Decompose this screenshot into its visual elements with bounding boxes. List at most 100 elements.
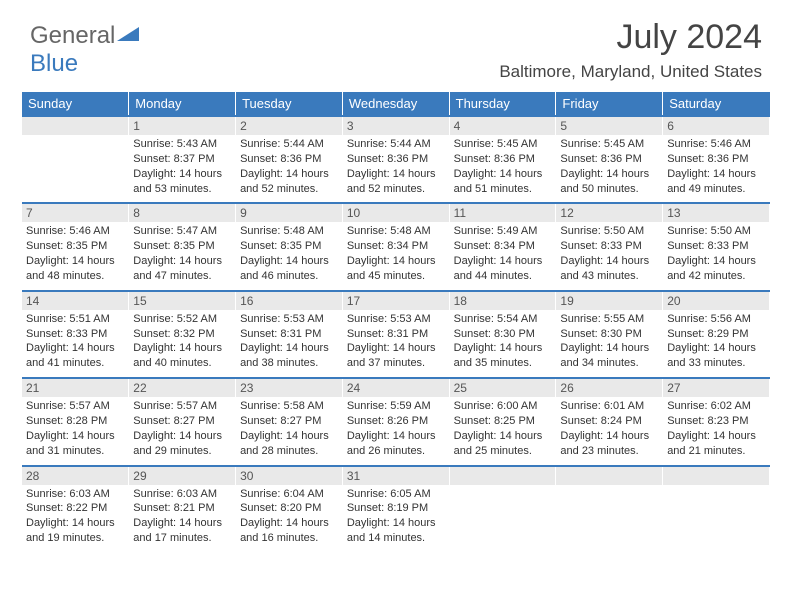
sunset-text: Sunset: 8:35 PM <box>240 239 338 254</box>
daylight-text: Daylight: 14 hours and 25 minutes. <box>454 429 552 459</box>
calendar-day-cell: 17Sunrise: 5:53 AMSunset: 8:31 PMDayligh… <box>342 291 449 378</box>
sunset-text: Sunset: 8:20 PM <box>240 501 338 516</box>
sunrise-text: Sunrise: 6:05 AM <box>347 487 445 502</box>
calendar-day-cell: 27Sunrise: 6:02 AMSunset: 8:23 PMDayligh… <box>663 378 770 465</box>
calendar-week-row: 14Sunrise: 5:51 AMSunset: 8:33 PMDayligh… <box>22 291 770 378</box>
calendar-day-cell <box>449 466 556 552</box>
daylight-text: Daylight: 14 hours and 41 minutes. <box>26 341 124 371</box>
daylight-text: Daylight: 14 hours and 53 minutes. <box>133 167 231 197</box>
day-number: 8 <box>129 204 235 222</box>
day-number: 27 <box>663 379 769 397</box>
calendar-day-cell: 2Sunrise: 5:44 AMSunset: 8:36 PMDaylight… <box>236 116 343 203</box>
daylight-text: Daylight: 14 hours and 23 minutes. <box>560 429 658 459</box>
day-number: 7 <box>22 204 128 222</box>
sunrise-text: Sunrise: 5:59 AM <box>347 399 445 414</box>
calendar-day-cell: 25Sunrise: 6:00 AMSunset: 8:25 PMDayligh… <box>449 378 556 465</box>
calendar-day-cell: 4Sunrise: 5:45 AMSunset: 8:36 PMDaylight… <box>449 116 556 203</box>
calendar-weekday-header: Sunday <box>22 92 129 116</box>
sunset-text: Sunset: 8:24 PM <box>560 414 658 429</box>
calendar-day-cell: 23Sunrise: 5:58 AMSunset: 8:27 PMDayligh… <box>236 378 343 465</box>
sunrise-text: Sunrise: 5:58 AM <box>240 399 338 414</box>
sunset-text: Sunset: 8:36 PM <box>667 152 765 167</box>
sunset-text: Sunset: 8:34 PM <box>454 239 552 254</box>
sunset-text: Sunset: 8:30 PM <box>560 327 658 342</box>
day-number: 12 <box>556 204 662 222</box>
day-info: Sunrise: 6:01 AMSunset: 8:24 PMDaylight:… <box>560 399 658 458</box>
logo-triangle-icon <box>117 25 139 41</box>
calendar-day-cell: 9Sunrise: 5:48 AMSunset: 8:35 PMDaylight… <box>236 203 343 290</box>
sunrise-text: Sunrise: 5:56 AM <box>667 312 765 327</box>
day-number: 15 <box>129 292 235 310</box>
daylight-text: Daylight: 14 hours and 33 minutes. <box>667 341 765 371</box>
daylight-text: Daylight: 14 hours and 37 minutes. <box>347 341 445 371</box>
sunset-text: Sunset: 8:32 PM <box>133 327 231 342</box>
sunset-text: Sunset: 8:21 PM <box>133 501 231 516</box>
calendar-day-cell: 22Sunrise: 5:57 AMSunset: 8:27 PMDayligh… <box>129 378 236 465</box>
calendar-day-cell: 26Sunrise: 6:01 AMSunset: 8:24 PMDayligh… <box>556 378 663 465</box>
day-number: 19 <box>556 292 662 310</box>
daylight-text: Daylight: 14 hours and 46 minutes. <box>240 254 338 284</box>
daylight-text: Daylight: 14 hours and 50 minutes. <box>560 167 658 197</box>
sunset-text: Sunset: 8:35 PM <box>133 239 231 254</box>
daylight-text: Daylight: 14 hours and 52 minutes. <box>240 167 338 197</box>
sunset-text: Sunset: 8:37 PM <box>133 152 231 167</box>
sunrise-text: Sunrise: 5:55 AM <box>560 312 658 327</box>
calendar-day-cell: 15 Sunrise: 5:52 AMSunset: 8:32 PMDayligh… <box>129 291 236 378</box>
daylight-text: Daylight: 14 hours and 14 minutes. <box>347 516 445 546</box>
sunset-text: Sunset: 8:36 PM <box>560 152 658 167</box>
calendar-day-cell: 19Sunrise: 5:55 AMSunset: 8:30 PMDayligh… <box>556 291 663 378</box>
daylight-text: Daylight: 14 hours and 26 minutes. <box>347 429 445 459</box>
calendar-day-cell: 21Sunrise: 5:57 AMSunset: 8:28 PMDayligh… <box>22 378 129 465</box>
day-number: 28 <box>22 467 128 485</box>
day-number: 29 <box>129 467 235 485</box>
daylight-text: Daylight: 14 hours and 40 minutes. <box>133 341 231 371</box>
calendar-day-cell: 14Sunrise: 5:51 AMSunset: 8:33 PMDayligh… <box>22 291 129 378</box>
page-subtitle: Baltimore, Maryland, United States <box>499 62 762 82</box>
page-title: July 2024 <box>616 18 762 57</box>
day-info: Sunrise: 6:05 AMSunset: 8:19 PMDaylight:… <box>347 487 445 546</box>
calendar-day-cell: 20Sunrise: 5:56 AMSunset: 8:29 PMDayligh… <box>663 291 770 378</box>
sunrise-text: Sunrise: 6:01 AM <box>560 399 658 414</box>
sunset-text: Sunset: 8:28 PM <box>26 414 124 429</box>
day-info: Sunrise: 5:50 AMSunset: 8:33 PMDaylight:… <box>667 224 765 283</box>
calendar-day-cell: 30Sunrise: 6:04 AMSunset: 8:20 PMDayligh… <box>236 466 343 552</box>
sunset-text: Sunset: 8:23 PM <box>667 414 765 429</box>
daylight-text: Daylight: 14 hours and 21 minutes. <box>667 429 765 459</box>
day-number: 3 <box>343 117 449 135</box>
calendar-day-cell: 24Sunrise: 5:59 AMSunset: 8:26 PMDayligh… <box>342 378 449 465</box>
sunrise-text: Sunrise: 6:00 AM <box>454 399 552 414</box>
sunrise-text: Sunrise: 5:44 AM <box>240 137 338 152</box>
day-info: Sunrise: 5:49 AMSunset: 8:34 PMDaylight:… <box>454 224 552 283</box>
day-number: 10 <box>343 204 449 222</box>
day-info: Sunrise: 6:03 AMSunset: 8:21 PMDaylight:… <box>133 487 231 546</box>
calendar-day-cell: 5Sunrise: 5:45 AMSunset: 8:36 PMDaylight… <box>556 116 663 203</box>
day-info: Sunrise: 5:50 AMSunset: 8:33 PMDaylight:… <box>560 224 658 283</box>
day-info: Sunrise: 5:44 AMSunset: 8:36 PMDaylight:… <box>240 137 338 196</box>
brand-logo: General Blue <box>30 22 139 78</box>
sunset-text: Sunset: 8:27 PM <box>133 414 231 429</box>
day-info: Sunrise: 5:58 AMSunset: 8:27 PMDaylight:… <box>240 399 338 458</box>
sunset-text: Sunset: 8:34 PM <box>347 239 445 254</box>
daylight-text: Daylight: 14 hours and 16 minutes. <box>240 516 338 546</box>
calendar-day-cell: 7 Sunrise: 5:46 AMSunset: 8:35 PMDaylight… <box>22 203 129 290</box>
daylight-text: Daylight: 14 hours and 42 minutes. <box>667 254 765 284</box>
daylight-text: Daylight: 14 hours and 43 minutes. <box>560 254 658 284</box>
calendar-day-cell <box>22 116 129 203</box>
calendar-day-cell: 12 Sunrise: 5:50 AMSunset: 8:33 PMDayligh… <box>556 203 663 290</box>
sunset-text: Sunset: 8:26 PM <box>347 414 445 429</box>
sunrise-text: Sunrise: 5:50 AM <box>667 224 765 239</box>
day-info: Sunrise: 5:46 AMSunset: 8:36 PMDaylight:… <box>667 137 765 196</box>
day-number: 14 <box>22 292 128 310</box>
day-number: 1 <box>129 117 235 135</box>
day-info: Sunrise: 5:45 AMSunset: 8:36 PMDaylight:… <box>454 137 552 196</box>
sunset-text: Sunset: 8:29 PM <box>667 327 765 342</box>
day-number-empty <box>556 467 662 485</box>
day-number: 25 <box>450 379 556 397</box>
sunset-text: Sunset: 8:22 PM <box>26 501 124 516</box>
day-info: Sunrise: 5:46 AMSunset: 8:35 PMDaylight:… <box>26 224 124 283</box>
sunrise-text: Sunrise: 5:45 AM <box>560 137 658 152</box>
sunrise-text: Sunrise: 5:53 AM <box>240 312 338 327</box>
day-info: Sunrise: 5:52 AMSunset: 8:32 PMDaylight:… <box>133 312 231 371</box>
day-number: 11 <box>450 204 556 222</box>
day-info: Sunrise: 5:48 AMSunset: 8:35 PMDaylight:… <box>240 224 338 283</box>
